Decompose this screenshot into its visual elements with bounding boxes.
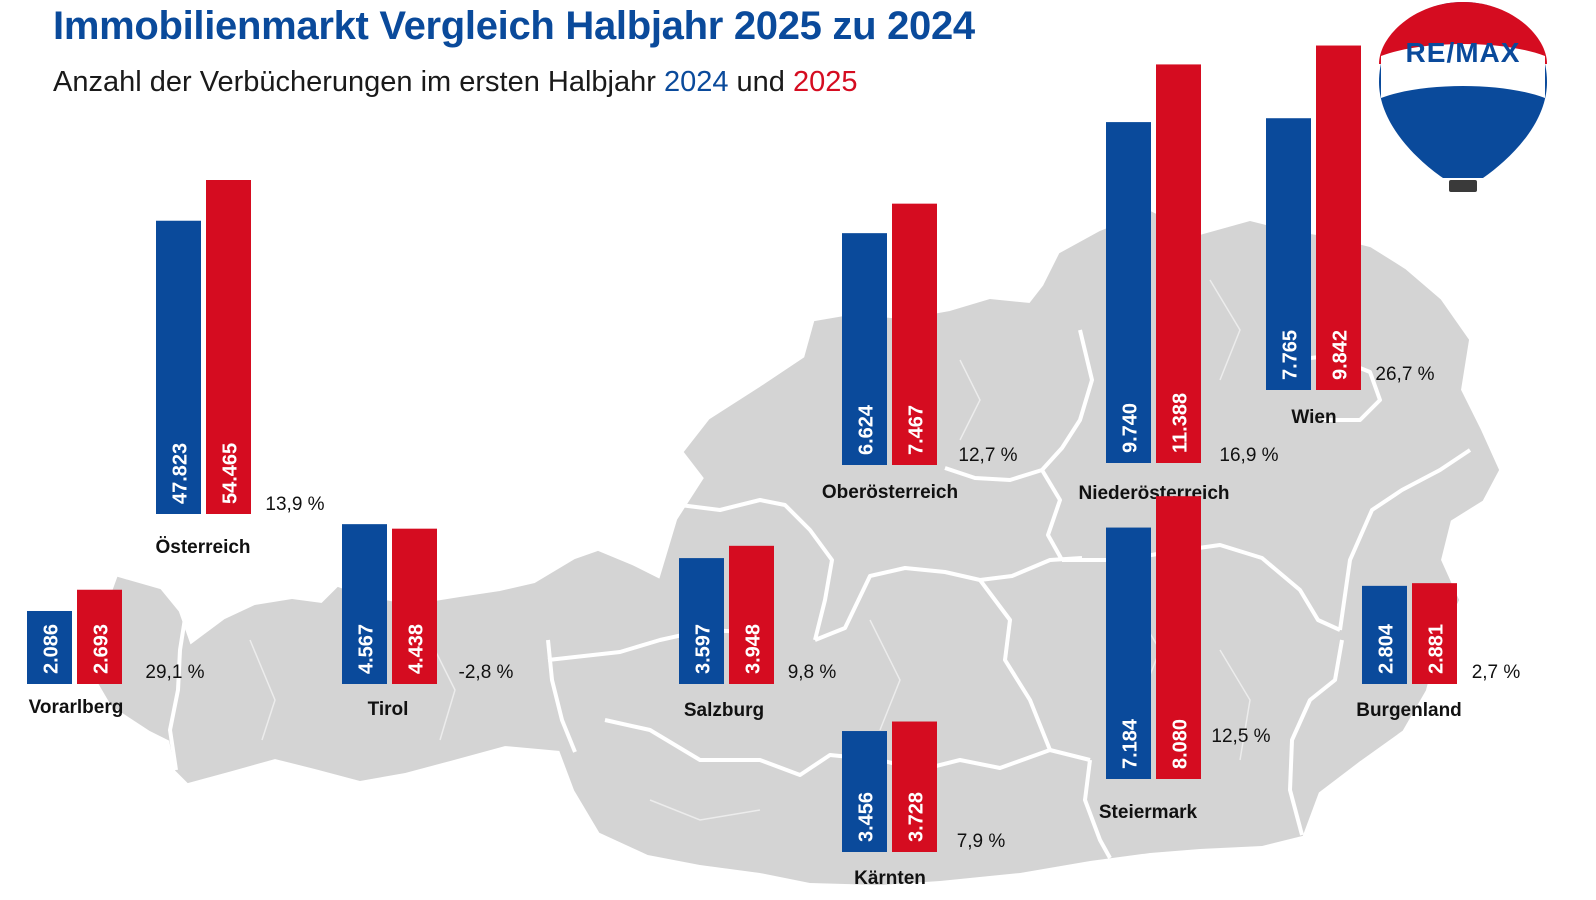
bar-2025-osterreich xyxy=(206,180,251,514)
region-label-burgenland: Burgenland xyxy=(1356,700,1462,721)
change-label-tirol: -2,8 % xyxy=(459,662,514,683)
region-label-niederosterreich: Niederösterreich xyxy=(1078,483,1229,504)
region-group-karnten: 3.456 3.728 Kärnten 7,9 % xyxy=(842,721,1006,889)
region-group-burgenland: 2.804 2.881 Burgenland 2,7 % xyxy=(1356,583,1520,721)
bar-2024-wien xyxy=(1266,118,1311,390)
bar-2025-niederosterreich xyxy=(1156,64,1201,464)
value-label-2024-steiermark: 7.184 xyxy=(1120,718,1142,769)
region-group-vorarlberg: 2.086 2.693 Vorarlberg 29,1 % xyxy=(27,589,205,718)
chart-subtitle: Anzahl der Verbücherungen im ersten Halb… xyxy=(53,66,858,99)
logo-text: RE/MAX xyxy=(1406,37,1521,68)
bar-2025-steiermark xyxy=(1156,496,1201,779)
bar-2025-wien xyxy=(1316,45,1361,390)
value-label-2024-salzburg: 3.597 xyxy=(693,624,715,674)
bar-2024-oberosterreich xyxy=(842,233,887,465)
bar-2024-tirol xyxy=(342,524,387,684)
value-label-2025-karnten: 3.728 xyxy=(906,792,928,842)
bar-2025-salzburg xyxy=(729,545,774,684)
region-label-vorarlberg: Vorarlberg xyxy=(29,697,124,718)
subtitle-middle: und xyxy=(728,66,793,98)
value-label-2024-wien: 7.765 xyxy=(1280,330,1302,380)
value-label-2024-tirol: 4.567 xyxy=(356,624,378,674)
change-label-steiermark: 12,5 % xyxy=(1211,726,1270,747)
bar-2024-salzburg xyxy=(679,558,724,684)
bar-2024-steiermark xyxy=(1106,527,1151,779)
change-label-salzburg: 9,8 % xyxy=(788,662,837,683)
value-label-2025-oberosterreich: 7.467 xyxy=(906,405,928,455)
change-label-niederosterreich: 16,9 % xyxy=(1219,445,1278,466)
subtitle-year-2024: 2024 xyxy=(663,66,729,98)
value-label-2024-niederosterreich: 9.740 xyxy=(1120,403,1142,453)
bar-2025-burgenland xyxy=(1412,583,1457,684)
value-label-2024-vorarlberg: 2.086 xyxy=(41,624,63,674)
region-label-salzburg: Salzburg xyxy=(684,700,764,721)
value-label-2025-vorarlberg: 2.693 xyxy=(91,624,113,674)
bar-2024-vorarlberg xyxy=(27,610,72,684)
bar-2024-karnten xyxy=(842,731,887,852)
change-label-burgenland: 2,7 % xyxy=(1472,662,1521,683)
district-borders xyxy=(249,279,1251,821)
bar-2024-osterreich xyxy=(156,220,201,514)
value-label-2024-oberosterreich: 6.624 xyxy=(856,404,878,455)
region-label-osterreich: Österreich xyxy=(155,537,250,558)
value-label-2025-burgenland: 2.881 xyxy=(1426,624,1448,674)
value-label-2025-wien: 9.842 xyxy=(1330,330,1352,380)
bar-2025-tirol xyxy=(392,528,437,684)
bar-2024-niederosterreich xyxy=(1106,122,1151,463)
change-label-oberosterreich: 12,7 % xyxy=(958,445,1017,466)
value-label-2025-steiermark: 8.080 xyxy=(1170,719,1192,769)
region-label-wien: Wien xyxy=(1291,407,1336,428)
region-group-steiermark: 7.184 8.080 Steiermark 12,5 % xyxy=(1099,496,1271,823)
change-label-vorarlberg: 29,1 % xyxy=(145,662,204,683)
change-label-karnten: 7,9 % xyxy=(957,831,1006,852)
region-label-steiermark: Steiermark xyxy=(1099,802,1198,823)
change-label-osterreich: 13,9 % xyxy=(265,494,324,515)
region-group-salzburg: 3.597 3.948 Salzburg 9,8 % xyxy=(679,545,837,721)
region-group-osterreich: 47.823 54.465 Österreich 13,9 % xyxy=(155,180,325,558)
region-group-niederosterreich: 9.740 11.388 Niederösterreich 16,9 % xyxy=(1078,64,1279,504)
value-label-2024-karnten: 3.456 xyxy=(856,792,878,842)
bar-2025-vorarlberg xyxy=(77,589,122,684)
remax-balloon-logo: RE/MAX xyxy=(1379,2,1547,192)
value-label-2025-tirol: 4.438 xyxy=(406,624,428,674)
chart-title: Immobilienmarkt Vergleich Halbjahr 2025 … xyxy=(53,4,975,48)
value-label-2025-niederosterreich: 11.388 xyxy=(1170,393,1192,453)
region-label-oberosterreich: Oberösterreich xyxy=(822,482,958,503)
change-label-wien: 26,7 % xyxy=(1375,364,1434,385)
bar-2025-oberosterreich xyxy=(892,203,937,465)
region-label-karnten: Kärnten xyxy=(854,868,926,889)
value-label-2024-burgenland: 2.804 xyxy=(1376,623,1398,674)
value-label-2025-salzburg: 3.948 xyxy=(743,624,765,674)
subtitle-year-2025: 2025 xyxy=(792,66,858,98)
bar-2024-burgenland xyxy=(1362,585,1407,684)
hot-air-balloon-icon xyxy=(1379,2,1547,192)
bar-2025-karnten xyxy=(892,721,937,852)
value-label-2025-osterreich: 54.465 xyxy=(220,443,242,504)
region-group-wien: 7.765 9.842 Wien 26,7 % xyxy=(1266,45,1435,428)
value-label-2024-osterreich: 47.823 xyxy=(170,443,192,504)
region-label-tirol: Tirol xyxy=(368,699,409,720)
region-group-tirol: 4.567 4.438 Tirol -2,8 % xyxy=(342,524,514,720)
subtitle-prefix: Anzahl der Verbücherungen im ersten Halb… xyxy=(53,66,664,98)
